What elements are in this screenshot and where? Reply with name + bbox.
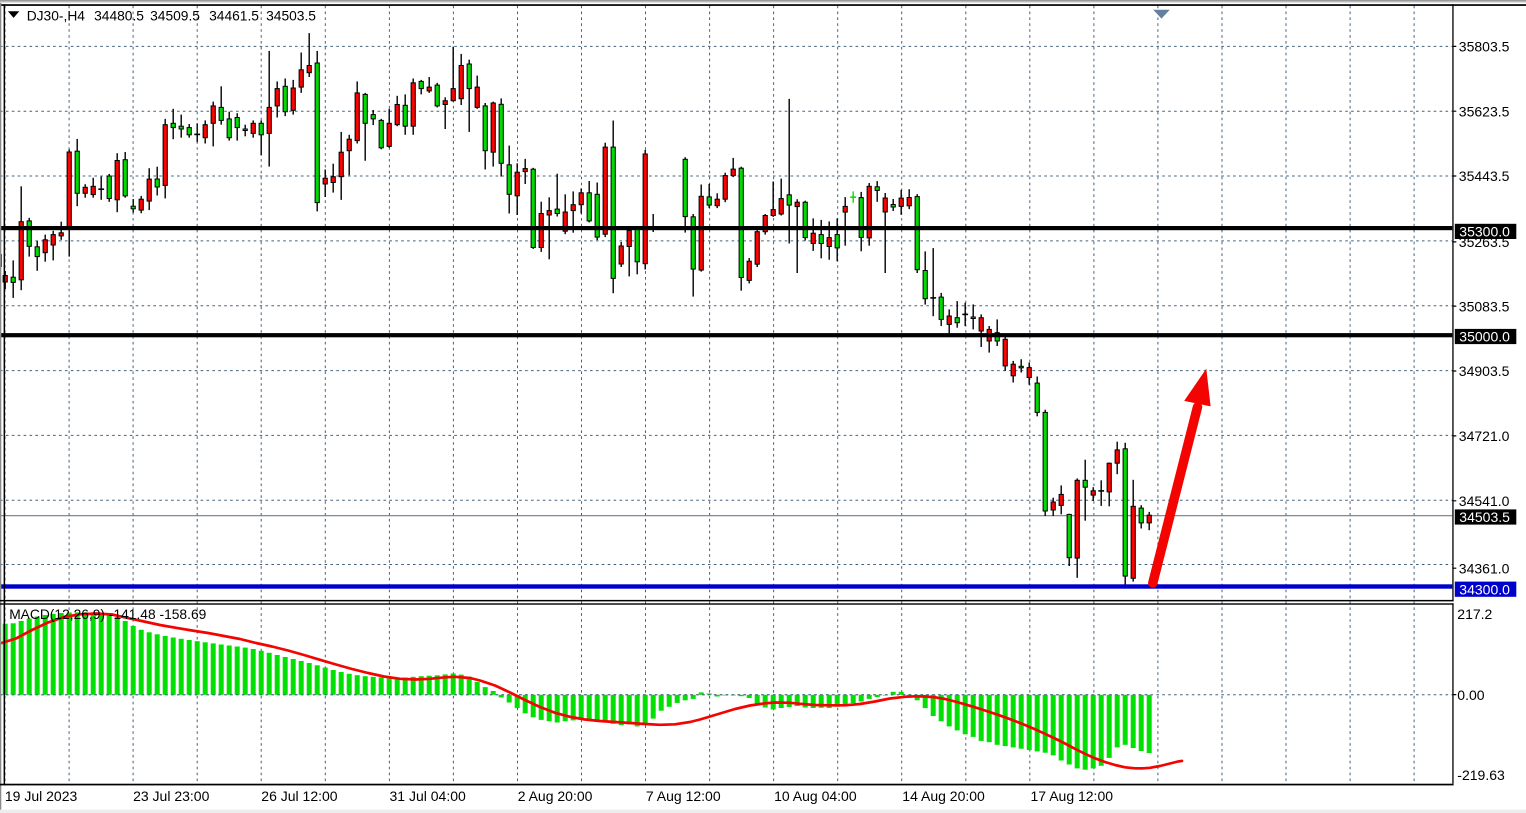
svg-text:7 Aug 12:00: 7 Aug 12:00 [646,788,721,804]
svg-text:35300.0: 35300.0 [1459,224,1510,240]
svg-text:34903.5: 34903.5 [1459,363,1510,379]
svg-text:DJ30-,H4: DJ30-,H4 [27,8,86,23]
svg-text:34503.5: 34503.5 [1459,509,1510,525]
svg-text:34509.5: 34509.5 [150,8,200,23]
svg-text:34541.0: 34541.0 [1459,493,1510,509]
svg-text:35803.5: 35803.5 [1459,39,1510,55]
svg-text:217.2: 217.2 [1457,606,1492,622]
svg-text:35623.5: 35623.5 [1459,103,1510,119]
svg-text:10 Aug 04:00: 10 Aug 04:00 [774,788,857,804]
svg-text:14 Aug 20:00: 14 Aug 20:00 [902,788,985,804]
svg-text:26 Jul 12:00: 26 Jul 12:00 [261,788,337,804]
svg-text:2 Aug 20:00: 2 Aug 20:00 [518,788,593,804]
svg-text:34361.0: 34361.0 [1459,560,1510,576]
svg-text:23 Jul 23:00: 23 Jul 23:00 [133,788,209,804]
svg-text:35083.5: 35083.5 [1459,298,1510,314]
svg-text:-219.63: -219.63 [1457,767,1505,783]
svg-text:17 Aug 12:00: 17 Aug 12:00 [1031,788,1114,804]
svg-text:34721.0: 34721.0 [1459,428,1510,444]
svg-text:34461.5: 34461.5 [209,8,259,23]
svg-text:35000.0: 35000.0 [1459,329,1510,345]
svg-text:34503.5: 34503.5 [266,8,316,23]
svg-text:34300.0: 34300.0 [1459,581,1510,597]
svg-text:34480.5: 34480.5 [94,8,144,23]
svg-text:0.00: 0.00 [1457,687,1484,703]
svg-text:35443.5: 35443.5 [1459,168,1510,184]
svg-text:MACD(12,26,9) -141.48 -158.69: MACD(12,26,9) -141.48 -158.69 [9,607,206,622]
svg-text:19 Jul 2023: 19 Jul 2023 [5,788,78,804]
svg-text:31 Jul 04:00: 31 Jul 04:00 [390,788,466,804]
